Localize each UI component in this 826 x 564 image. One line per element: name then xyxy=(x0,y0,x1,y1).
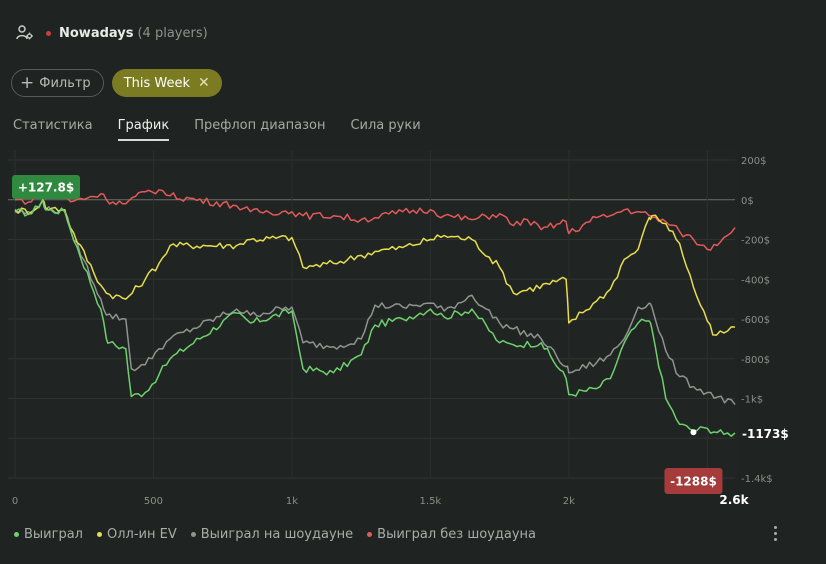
plot-background xyxy=(8,150,738,480)
x-tick-label: 500 xyxy=(144,496,163,507)
legend-label: Выиграл xyxy=(24,527,83,542)
y-tick-label: -1k$ xyxy=(741,395,763,406)
tab-graph[interactable]: График xyxy=(117,118,170,141)
annotation-max-box xyxy=(12,175,80,199)
this-week-label: This Week xyxy=(123,75,191,91)
legend-label: Выиграл без шоудауна xyxy=(377,527,536,542)
x-tick-label: 1.5k xyxy=(420,496,442,507)
legend-dot xyxy=(97,532,102,537)
tab-bar: Статистика График Префлоп диапазон Сила … xyxy=(13,118,421,141)
player-count: (4 players) xyxy=(137,25,208,41)
legend-item-allin-ev[interactable]: Олл-ин EV xyxy=(97,527,177,542)
filter-bar: + Фильтр This Week ✕ xyxy=(11,69,222,97)
x-tick-label: 0 xyxy=(12,496,18,507)
y-tick-label: -800$ xyxy=(741,355,770,366)
this-week-filter-chip[interactable]: This Week ✕ xyxy=(111,69,222,97)
y-tick-label: -200$ xyxy=(741,236,770,247)
annotation-min-box xyxy=(664,468,723,494)
series-line-2 xyxy=(14,199,736,405)
legend-item-showdown[interactable]: Выиграл на шоудауне xyxy=(190,527,354,542)
y-tick-label: 200$ xyxy=(741,156,766,167)
y-tick-label: 0$ xyxy=(741,196,754,207)
chart-legend: Выиграл Олл-ин EV Выиграл на шоудауне Вы… xyxy=(14,527,536,542)
legend-item-non-showdown[interactable]: Выиграл без шоудауна xyxy=(367,527,536,542)
tab-statistics[interactable]: Статистика xyxy=(13,118,93,133)
add-filter-label: Фильтр xyxy=(39,75,91,91)
annotation-min-label: -1288$ xyxy=(670,475,717,489)
series-line-3 xyxy=(14,187,736,251)
annotation-end-label: -1173$ xyxy=(742,427,789,441)
header: Nowadays (4 players) xyxy=(16,22,208,44)
y-tick-label: -1.4k$ xyxy=(741,474,773,485)
close-icon[interactable]: ✕ xyxy=(198,75,210,91)
x-tick-label: 2k xyxy=(563,496,575,507)
annotation-max-label: +127.8$ xyxy=(18,181,74,195)
legend-label: Выиграл на шоудауне xyxy=(200,527,354,542)
status-dot xyxy=(46,30,51,36)
legend-dot xyxy=(190,532,196,537)
legend-item-won[interactable]: Выиграл xyxy=(14,527,83,542)
series-line-0 xyxy=(14,199,736,437)
tab-hand-strength[interactable]: Сила руки xyxy=(350,118,421,133)
legend-label: Олл-ин EV xyxy=(107,527,177,542)
y-tick-label: -400$ xyxy=(741,275,770,286)
tab-preflop-range[interactable]: Префлоп диапазон xyxy=(194,118,326,133)
legend-dot xyxy=(14,532,19,537)
plus-icon: + xyxy=(20,72,35,93)
add-filter-button[interactable]: + Фильтр xyxy=(11,69,104,97)
legend-dot xyxy=(367,532,373,537)
x-end-label: 2.6k xyxy=(719,493,749,507)
y-tick-label: -600$ xyxy=(741,315,770,326)
player-name: Nowadays xyxy=(59,25,134,41)
users-settings-icon[interactable] xyxy=(16,24,34,42)
min-point-marker xyxy=(690,429,697,436)
x-tick-label: 1k xyxy=(286,496,298,507)
profit-chart: 200$ 0$ -200$ -400$ -600$ -800$ -1k$ -1.4k$ 0 500… xyxy=(8,150,789,507)
series-line-1 xyxy=(14,199,736,336)
more-options-icon[interactable] xyxy=(769,522,781,544)
